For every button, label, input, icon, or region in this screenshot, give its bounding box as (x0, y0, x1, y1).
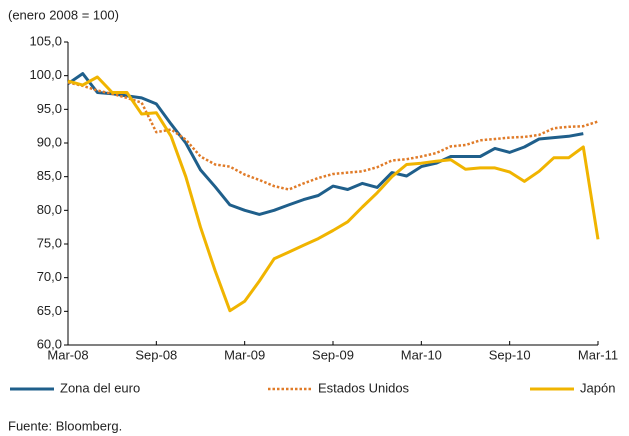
y-tick-label: 60,0 (37, 336, 62, 351)
series-line (67, 75, 600, 313)
legend-label: Zona del euro (60, 380, 140, 395)
x-tick-label: Mar-11 (578, 347, 618, 362)
x-tick-label: Mar-08 (47, 347, 88, 362)
x-tick-label: Sep-10 (489, 347, 531, 362)
x-tick-label: Mar-09 (224, 347, 265, 362)
y-tick-label: 105,0 (29, 33, 62, 48)
y-tick-label: 85,0 (37, 168, 62, 183)
y-tick-label: 65,0 (37, 303, 62, 318)
legend-label: Japón (580, 380, 615, 395)
x-tick-label: Sep-08 (135, 347, 177, 362)
y-tick-label: 75,0 (37, 235, 62, 250)
y-tick-label: 90,0 (37, 134, 62, 149)
y-tick-label: 100,0 (29, 67, 62, 82)
x-tick-label: Mar-10 (401, 347, 442, 362)
series-line (67, 81, 599, 191)
y-tick-label: 80,0 (37, 202, 62, 217)
x-tick-label: Sep-09 (312, 347, 354, 362)
series-line (67, 72, 584, 216)
source-note: Fuente: Bloomberg. (8, 418, 122, 433)
y-tick-label: 95,0 (37, 101, 62, 116)
chart-subtitle: (enero 2008 = 100) (8, 7, 119, 22)
legend-label: Estados Unidos (318, 380, 410, 395)
y-tick-label: 70,0 (37, 269, 62, 284)
